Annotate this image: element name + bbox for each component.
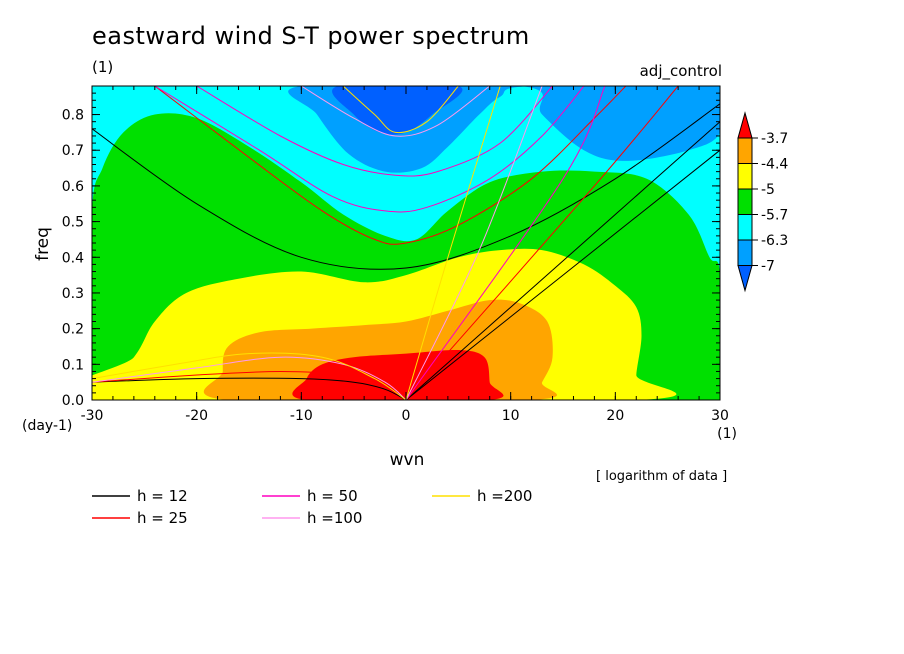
colorbar-label: -4.4 — [761, 157, 788, 173]
contour-fills — [92, 86, 720, 400]
y-tick-label: 0.4 — [62, 250, 84, 266]
chart-title: eastward wind S-T power spectrum — [92, 22, 530, 50]
dispersion-curve-h50 — [196, 86, 553, 177]
dispersion-curve-h12 — [405, 121, 720, 400]
log-note: [ logarithm of data ] — [596, 469, 728, 484]
dispersion-curve-h50 — [405, 86, 606, 400]
x-tick-label: 0 — [402, 408, 411, 424]
colorbar-label: -7 — [761, 259, 775, 275]
colorbar-label: -5 — [761, 182, 775, 198]
dispersion-curve-h25 — [92, 370, 407, 400]
x-tick-label: 10 — [502, 408, 520, 424]
legend: h = 12 h = 25 h = 50 h =100 h =200 — [92, 487, 532, 527]
y-tick-label: 0.6 — [62, 179, 84, 195]
y-axis-label: freq — [33, 227, 53, 261]
x-axis-label: wvn — [390, 450, 425, 470]
colorbar-label: -5.7 — [761, 208, 788, 224]
legend-label: h = 25 — [137, 509, 188, 527]
colorbar-segment — [737, 163, 753, 190]
colorbar: -3.7 -4.4 -5 -5.7 -6.3 -7 — [737, 111, 788, 293]
y-tick-label: 0.0 — [62, 393, 84, 409]
y-tick-label: 0.8 — [62, 108, 84, 124]
dispersion-curve-h100 — [405, 86, 543, 400]
dispersion-curve-h12 — [92, 377, 407, 400]
y-tick-label: 0.1 — [62, 357, 84, 373]
dispersion-curve-h25 — [405, 86, 679, 400]
dispersion-curve-h200 — [342, 86, 459, 134]
colorbar-label: -3.7 — [761, 131, 788, 147]
y-tick-label: 0.5 — [62, 215, 84, 231]
y-unit-label: (day-1) — [22, 418, 72, 434]
x-tick-label: -30 — [81, 408, 104, 424]
dispersion-curves — [92, 86, 720, 400]
contour-fill — [292, 349, 504, 400]
dispersion-curve-h50 — [154, 86, 585, 213]
colorbar-label: -6.3 — [761, 233, 788, 249]
dispersion-curve-h200 — [92, 352, 407, 400]
dispersion-curve-h100 — [301, 86, 490, 137]
dispersion-curve-h12 — [92, 103, 720, 270]
legend-label: h = 50 — [307, 487, 358, 505]
colorbar-segment — [737, 265, 753, 293]
x-tick-label: 30 — [711, 408, 729, 424]
chart-subtitle: (1) — [92, 58, 114, 76]
experiment-label: adj_control — [639, 62, 722, 80]
x-tick-label: 20 — [606, 408, 624, 424]
legend-label: h = 12 — [137, 487, 188, 505]
y-tick-label: 0.3 — [62, 286, 84, 302]
dispersion-curve-h25 — [154, 86, 627, 245]
dispersion-curve-h200 — [405, 86, 501, 400]
x-tick-label: -20 — [185, 408, 208, 424]
dispersion-curve-h100 — [92, 356, 407, 400]
colorbar-segment — [737, 137, 753, 164]
x-tick-label: -10 — [290, 408, 313, 424]
legend-label: h =200 — [477, 487, 532, 505]
y-tick-label: 0.7 — [62, 143, 84, 159]
colorbar-segment — [737, 111, 753, 139]
x-unit-label: (1) — [717, 426, 737, 442]
colorbar-segment — [737, 239, 753, 266]
dispersion-curve-h12 — [405, 149, 720, 400]
y-tick-label: 0.2 — [62, 322, 84, 338]
axes: -30 -20 -10 0 10 20 30 0.0 0.1 0.2 0.3 0.4 0.5 0.6 0.7… — [62, 86, 729, 424]
legend-label: h =100 — [307, 509, 362, 527]
colorbar-segment — [737, 188, 753, 215]
colorbar-segment — [737, 214, 753, 241]
contour-fill — [332, 86, 463, 135]
